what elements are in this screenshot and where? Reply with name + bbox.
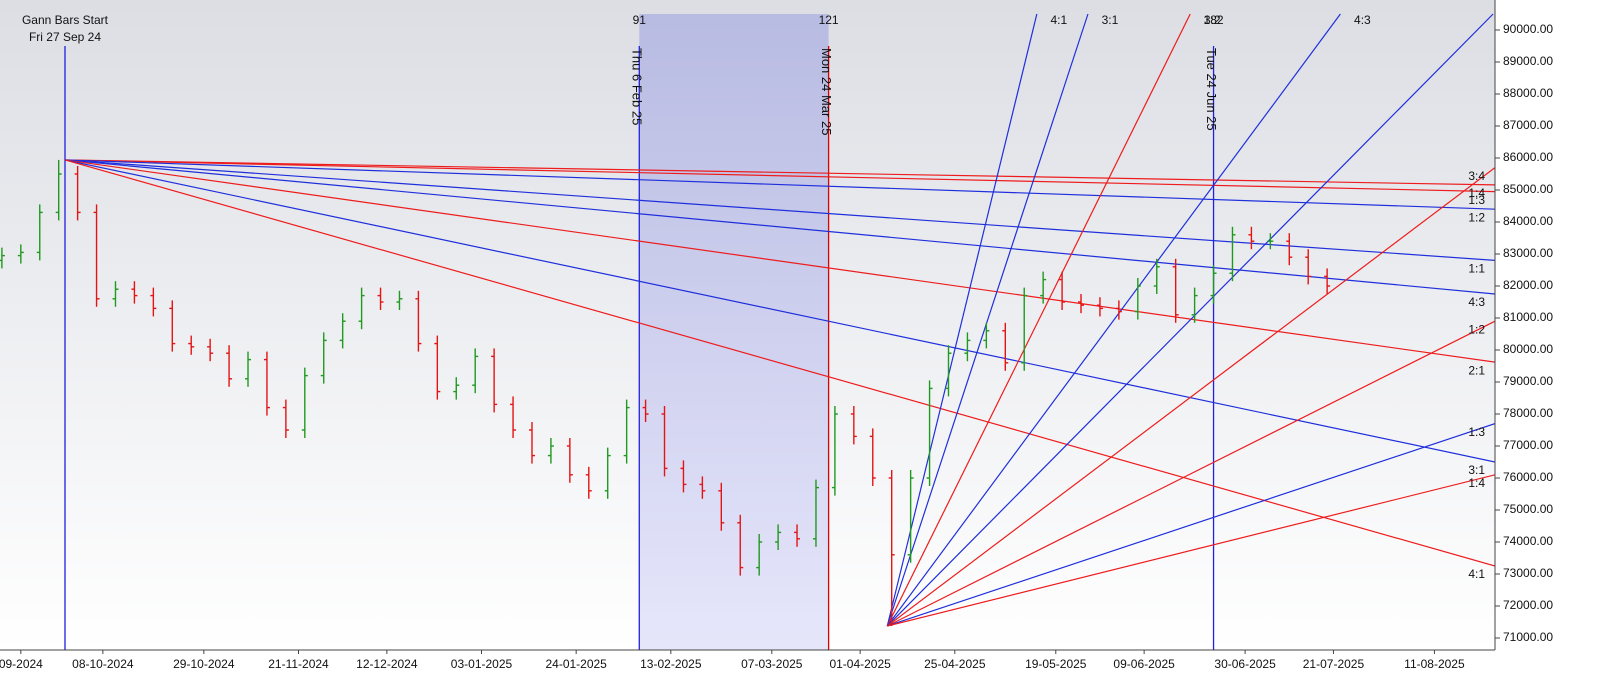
x-tick-label: 03-01-2025: [451, 657, 513, 671]
y-tick-label: 86000.00: [1503, 150, 1553, 164]
marker-count: 182: [1204, 13, 1224, 27]
fan-line: [886, 13, 1341, 627]
y-tick-label: 73000.00: [1503, 566, 1553, 580]
x-tick-label: 12-12-2024: [356, 657, 418, 671]
y-tick-label: 76000.00: [1503, 470, 1553, 484]
fan-label: 1:4: [1468, 186, 1485, 200]
marker-date: Tue 24 Jun 25: [1204, 48, 1219, 131]
fan-label: 3:2: [1204, 13, 1221, 27]
y-tick-label: 82000.00: [1503, 278, 1553, 292]
y-tick-label: 87000.00: [1503, 118, 1553, 132]
x-tick-label: 30-06-2025: [1214, 657, 1276, 671]
y-tick-label: 80000.00: [1503, 342, 1553, 356]
y-tick-label: 81000.00: [1503, 310, 1553, 324]
fan-label: 4:1: [1468, 567, 1485, 581]
x-tick-label: 11-08-2025: [1404, 657, 1465, 671]
x-tick-label: 13-02-2025: [640, 657, 702, 671]
x-tick-label: 07-03-2025: [741, 657, 803, 671]
fan-line: [64, 159, 1495, 295]
axes: 71000.00 72000.00 73000.00 74000.00 75000.00…: [0, 0, 1553, 671]
x-tick-label: 21-07-2025: [1303, 657, 1365, 671]
fan-line: [887, 474, 1495, 627]
fan-line: [64, 159, 1495, 567]
shaded-region: [639, 14, 829, 650]
x-tick-label: 25-04-2025: [924, 657, 986, 671]
y-tick-label: 90000.00: [1503, 22, 1553, 36]
y-tick-label: 88000.00: [1503, 86, 1553, 100]
fan-line: [886, 13, 1038, 627]
y-tick-label: 85000.00: [1503, 182, 1553, 196]
fan-label: 3:4: [1468, 169, 1485, 183]
x-tick-label: 29-10-2024: [173, 657, 235, 671]
fan-label: 2:1: [1468, 363, 1485, 377]
y-tick-label: 77000.00: [1503, 438, 1553, 452]
fan-label: 4:3: [1354, 13, 1371, 27]
fan-label: 4:3: [1468, 295, 1485, 309]
fan-line: [886, 13, 1494, 627]
fan-label: 1:3: [1468, 425, 1485, 439]
y-tick-label: 78000.00: [1503, 406, 1553, 420]
fan-label: 1:3: [1468, 193, 1485, 207]
fan-line: [64, 159, 1495, 363]
y-tick-label: 83000.00: [1503, 246, 1553, 260]
x-tick-label: 19-05-2025: [1025, 657, 1087, 671]
x-tick-label: 09-2024: [0, 657, 43, 671]
y-tick-label: 71000.00: [1503, 630, 1553, 644]
x-tick-label: 01-04-2025: [829, 657, 891, 671]
marker-date: Fri 27 Sep 24: [29, 30, 101, 44]
y-tick-label: 74000.00: [1503, 534, 1553, 548]
y-tick-label: 79000.00: [1503, 374, 1553, 388]
marker-date: Thu 6 Feb 25: [630, 48, 645, 125]
y-tick-label: 72000.00: [1503, 598, 1553, 612]
fan-label: 4:1: [1051, 13, 1068, 27]
fan-label: 3:1: [1468, 463, 1485, 477]
fan-line: [887, 320, 1495, 627]
fan-line: [64, 159, 1495, 463]
x-tick-label: 24-01-2025: [545, 657, 607, 671]
fan-line: [64, 159, 1495, 261]
fan-label: 1:1: [1468, 262, 1485, 276]
fan-line: [886, 167, 1495, 627]
y-tick-label: 84000.00: [1503, 214, 1553, 228]
fan-line: [64, 159, 1495, 186]
y-tick-label: 75000.00: [1503, 502, 1553, 516]
fan-line: [886, 13, 1191, 627]
marker-count: 121: [819, 13, 839, 27]
fan-label: 1:2: [1468, 322, 1485, 336]
marker-title: Gann Bars Start: [22, 13, 109, 27]
fan-line: [64, 159, 1495, 193]
fan-label: 3:1: [1102, 13, 1119, 27]
plot-area: Gann Bars Start Fri 27 Sep 24 91 Thu 6 Feb …: [0, 13, 1495, 650]
fan-label: 1:2: [1468, 210, 1485, 224]
y-tick-label: 89000.00: [1503, 54, 1553, 68]
fan-line: [886, 13, 1089, 627]
fan-line: [887, 423, 1495, 627]
marker-date: Mon 24 Mar 25: [819, 48, 834, 135]
x-tick-label: 21-11-2024: [268, 657, 329, 671]
fan-line: [64, 159, 1495, 210]
marker-count: 91: [633, 13, 647, 27]
fan-label: 1:4: [1468, 476, 1485, 490]
x-tick-label: 09-06-2025: [1113, 657, 1175, 671]
x-tick-label: 08-10-2024: [72, 657, 134, 671]
